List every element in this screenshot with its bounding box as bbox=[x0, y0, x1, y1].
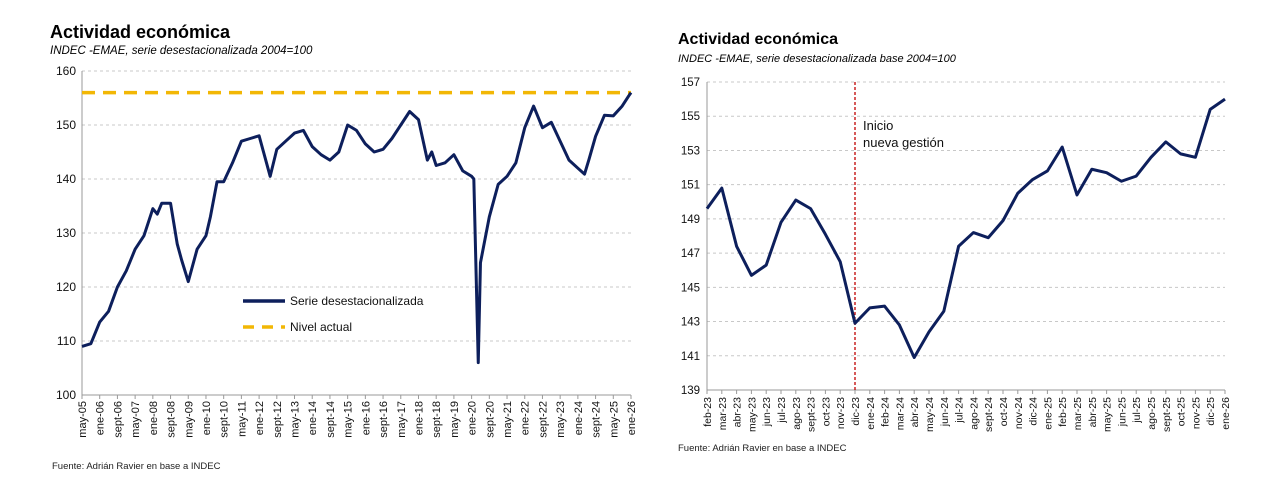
left-x-tick-label: ene-14 bbox=[307, 401, 319, 435]
left-x-tick-label: sept-06 bbox=[112, 401, 124, 438]
left-x-tick-label: ene-16 bbox=[360, 401, 372, 435]
right-x-tick-label: nov-25 bbox=[1190, 397, 1202, 429]
left-x-tick-label: sept-22 bbox=[537, 401, 549, 438]
right-x-tick-label: oct-25 bbox=[1176, 397, 1188, 426]
right-y-tick-label: 143 bbox=[681, 317, 700, 329]
right-x-tick-label: mar-24 bbox=[894, 397, 906, 430]
right-x-tick-label: oct-24 bbox=[998, 397, 1010, 426]
right-x-tick-label: feb-24 bbox=[880, 397, 892, 427]
left-x-tick-label: may-25 bbox=[608, 401, 620, 438]
right-x-tick-label: feb-25 bbox=[1057, 397, 1069, 427]
right-y-tick-label: 157 bbox=[681, 77, 700, 89]
legend-nivel-label: Nivel actual bbox=[290, 320, 352, 334]
right-y-tick-label: 139 bbox=[681, 385, 700, 397]
right-y-tick-label: 155 bbox=[681, 111, 700, 123]
right-x-tick-label: nov-23 bbox=[835, 397, 847, 429]
left-chart-title: Actividad económica bbox=[50, 22, 231, 42]
right-chart-subtitle: INDEC -EMAE, serie desestacionalizada ba… bbox=[678, 53, 956, 65]
annotation-line2: nueva gestión bbox=[863, 135, 944, 150]
left-x-tick-label: ene-12 bbox=[254, 401, 266, 435]
left-x-tick-label: may-09 bbox=[183, 401, 195, 438]
right-y-tick-label: 151 bbox=[681, 180, 700, 192]
right-x-tick-label: may-25 bbox=[1102, 397, 1114, 432]
emae-line bbox=[705, 97, 1226, 359]
left-x-tick-label: may-07 bbox=[130, 401, 142, 438]
right-x-tick-label: jul-25 bbox=[1131, 397, 1143, 424]
left-y-tick-label: 160 bbox=[56, 64, 76, 78]
right-y-tick-label: 145 bbox=[681, 282, 700, 294]
right-y-tick-label: 149 bbox=[681, 214, 700, 226]
right-chart-title: Actividad económica bbox=[678, 31, 839, 48]
right-x-tick-label: sept-23 bbox=[806, 397, 818, 432]
right-x-tick-label: abr-23 bbox=[732, 397, 744, 428]
left-y-tick-label: 110 bbox=[57, 334, 76, 348]
right-x-tick-label: abr-24 bbox=[909, 397, 921, 428]
right-x-tick-label: mar-23 bbox=[717, 397, 729, 430]
left-x-tick-label: ene-18 bbox=[413, 401, 425, 435]
right-chart-source: Fuente: Adrián Ravier en base a INDEC bbox=[678, 443, 847, 454]
right-x-tick-label: abr-25 bbox=[1087, 397, 1099, 428]
right-x-tick-label: dic-25 bbox=[1205, 397, 1217, 426]
right-x-tick-label: oct-23 bbox=[820, 397, 832, 426]
left-x-tick-label: ene-08 bbox=[148, 401, 160, 435]
left-x-tick-label: ene-20 bbox=[467, 401, 479, 435]
right-x-tick-label: dic-24 bbox=[1028, 397, 1040, 426]
left-x-tick-label: may-21 bbox=[502, 401, 514, 438]
right-x-tick-label: ago-25 bbox=[1146, 397, 1158, 430]
right-x-tick-label: ago-24 bbox=[968, 397, 980, 430]
left-y-tick-label: 100 bbox=[56, 388, 76, 402]
left-x-tick-label: may-17 bbox=[396, 401, 408, 438]
right-x-tick-label: jun-24 bbox=[939, 397, 951, 427]
left-x-tick-label: may-23 bbox=[555, 401, 567, 438]
left-y-tick-label: 130 bbox=[56, 226, 76, 240]
serie-desestacionalizada-line bbox=[81, 91, 633, 365]
right-x-tick-label: may-24 bbox=[924, 397, 936, 432]
left-y-tick-label: 140 bbox=[56, 172, 76, 186]
right-x-tick-label: feb-23 bbox=[702, 397, 714, 427]
left-x-tick-label: sept-16 bbox=[378, 401, 390, 438]
left-x-tick-label: ene-24 bbox=[573, 401, 585, 435]
left-x-tick-label: may-11 bbox=[236, 401, 248, 437]
left-x-tick-label: sept-12 bbox=[272, 401, 284, 438]
right-x-tick-label: sept-24 bbox=[983, 397, 995, 432]
right-x-tick-label: ene-26 bbox=[1220, 397, 1232, 430]
annotation-line1: Inicio bbox=[863, 118, 893, 133]
left-x-tick-label: may-13 bbox=[290, 401, 302, 438]
right-x-tick-label: ago-23 bbox=[791, 397, 803, 430]
right-x-tick-label: may-23 bbox=[746, 397, 758, 432]
left-x-tick-label: sept-24 bbox=[591, 401, 603, 438]
right-x-tick-label: dic-23 bbox=[850, 397, 862, 426]
right-y-tick-label: 153 bbox=[681, 145, 700, 157]
right-y-tick-label: 147 bbox=[681, 248, 700, 260]
left-y-tick-label: 120 bbox=[56, 280, 76, 294]
left-x-tick-label: ene-10 bbox=[201, 401, 213, 435]
left-x-tick-label: ene-22 bbox=[520, 401, 532, 435]
left-x-tick-label: ene-06 bbox=[95, 401, 107, 435]
left-x-tick-label: sept-20 bbox=[484, 401, 496, 438]
left-x-tick-label: sept-10 bbox=[219, 401, 231, 438]
left-x-tick-label: may-19 bbox=[449, 401, 461, 438]
right-x-tick-label: ene-24 bbox=[865, 397, 877, 430]
left-x-tick-label: ene-26 bbox=[626, 401, 638, 435]
left-x-tick-label: may-05 bbox=[77, 401, 89, 438]
right-x-tick-label: jul-23 bbox=[776, 397, 788, 424]
left-chart-subtitle: INDEC -EMAE, serie desestacionalizada 20… bbox=[50, 45, 313, 57]
right-x-tick-label: nov-24 bbox=[1013, 397, 1025, 429]
right-x-tick-label: jul-24 bbox=[954, 397, 966, 424]
legend-serie-label: Serie desestacionalizada bbox=[290, 294, 424, 308]
left-x-tick-label: sept-14 bbox=[325, 401, 337, 438]
left-x-tick-label: may-15 bbox=[343, 401, 355, 438]
left-x-tick-label: sept-08 bbox=[166, 401, 178, 438]
left-y-tick-label: 150 bbox=[56, 118, 76, 132]
right-x-tick-label: sept-25 bbox=[1161, 397, 1173, 432]
right-x-tick-label: jun-23 bbox=[761, 397, 773, 427]
right-x-tick-label: jun-25 bbox=[1116, 397, 1128, 427]
right-x-tick-label: ene-25 bbox=[1042, 397, 1054, 430]
left-x-tick-label: sept-18 bbox=[431, 401, 443, 438]
right-x-tick-label: mar-25 bbox=[1072, 397, 1084, 430]
left-chart-source: Fuente: Adrián Ravier en base a INDEC bbox=[52, 461, 221, 472]
right-y-tick-label: 141 bbox=[681, 351, 700, 363]
